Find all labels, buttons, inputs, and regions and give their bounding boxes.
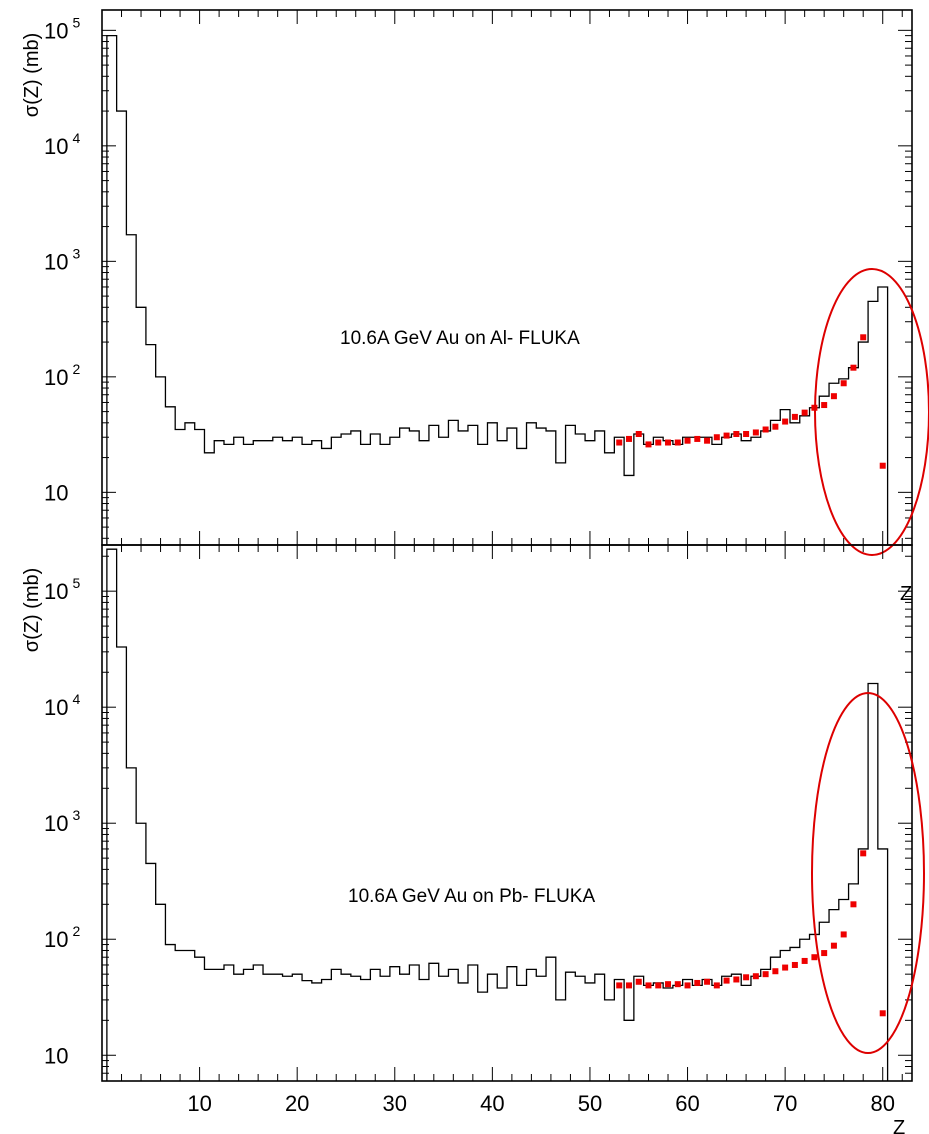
data-point xyxy=(733,430,740,437)
plot-area xyxy=(106,548,889,1081)
x-tick-label: 10 xyxy=(187,1091,211,1116)
data-point xyxy=(791,413,798,420)
data-point xyxy=(762,971,769,978)
x-tick-label: 80 xyxy=(870,1091,894,1116)
histogram-series xyxy=(106,548,889,1081)
data-point xyxy=(616,982,623,989)
x-tick-label: 30 xyxy=(383,1091,407,1116)
data-point xyxy=(655,982,662,989)
data-point xyxy=(752,973,759,980)
highlight-ellipse xyxy=(811,692,925,1054)
y-tick-label: 10 xyxy=(44,480,68,505)
annotation: 10.6A GeV Au on Pb- FLUKA xyxy=(348,886,595,907)
data-point xyxy=(860,850,867,857)
data-point xyxy=(684,982,691,989)
data-point xyxy=(879,1010,886,1017)
data-point xyxy=(743,974,750,981)
data-point xyxy=(665,981,672,988)
data-point xyxy=(791,961,798,968)
y-tick-label: 10 xyxy=(44,1043,68,1068)
x-tick-label: 20 xyxy=(285,1091,309,1116)
plot-area xyxy=(106,34,889,545)
x-tick-label: 70 xyxy=(773,1091,797,1116)
x-tick-label: 50 xyxy=(578,1091,602,1116)
data-point xyxy=(821,402,828,409)
data-point xyxy=(665,439,672,446)
data-point xyxy=(655,439,662,446)
x-axis-title: Z xyxy=(893,1117,905,1134)
data-point xyxy=(645,982,652,989)
plot-frame xyxy=(101,9,913,546)
y-axis-title: σ(Z) (mb) xyxy=(21,568,43,653)
y-tick-label: 10 5 xyxy=(44,14,80,43)
histogram-series xyxy=(106,34,889,545)
data-point xyxy=(850,364,857,371)
highlight-ellipse xyxy=(814,268,929,556)
data-point xyxy=(772,968,779,975)
y-tick-label: 10 4 xyxy=(44,130,80,159)
y-tick-label: 10 3 xyxy=(44,807,80,836)
data-point xyxy=(723,432,730,439)
annotation: 10.6A GeV Au on Al- FLUKA xyxy=(340,328,580,349)
data-point xyxy=(723,977,730,984)
data-point xyxy=(801,957,808,964)
y-tick-label: 10 2 xyxy=(44,923,80,952)
data-point xyxy=(704,978,711,985)
data-point xyxy=(733,976,740,983)
data-point xyxy=(713,982,720,989)
x-axis-title: Z xyxy=(900,583,912,605)
data-point xyxy=(645,441,652,448)
data-point xyxy=(821,950,828,957)
data-point xyxy=(850,901,857,908)
data-point xyxy=(694,435,701,442)
data-point xyxy=(635,430,642,437)
data-point xyxy=(684,437,691,444)
y-tick-label: 10 4 xyxy=(44,691,80,720)
plot-frame xyxy=(101,544,913,1082)
data-point xyxy=(625,435,632,442)
data-point xyxy=(674,981,681,988)
data-point xyxy=(713,434,720,441)
data-point xyxy=(782,418,789,425)
x-tick-label: 60 xyxy=(675,1091,699,1116)
data-point xyxy=(635,978,642,985)
y-tick-label: 10 5 xyxy=(44,575,80,604)
data-point xyxy=(704,437,711,444)
data-point xyxy=(694,979,701,986)
y-tick-label: 10 2 xyxy=(44,361,80,390)
data-point xyxy=(879,462,886,469)
data-point xyxy=(830,942,837,949)
data-point xyxy=(801,409,808,416)
x-tick-label: 40 xyxy=(480,1091,504,1116)
data-point xyxy=(840,380,847,387)
data-point xyxy=(811,954,818,961)
data-point xyxy=(743,430,750,437)
y-axis-title: σ(Z) (mb) xyxy=(21,33,43,118)
data-point xyxy=(752,429,759,436)
data-point xyxy=(782,964,789,971)
data-point xyxy=(840,931,847,938)
data-point xyxy=(830,393,837,400)
data-point xyxy=(860,334,867,341)
data-point xyxy=(772,423,779,430)
y-tick-label: 10 3 xyxy=(44,245,80,274)
data-point xyxy=(674,439,681,446)
data-point xyxy=(625,982,632,989)
data-point xyxy=(616,439,623,446)
data-point xyxy=(762,426,769,433)
